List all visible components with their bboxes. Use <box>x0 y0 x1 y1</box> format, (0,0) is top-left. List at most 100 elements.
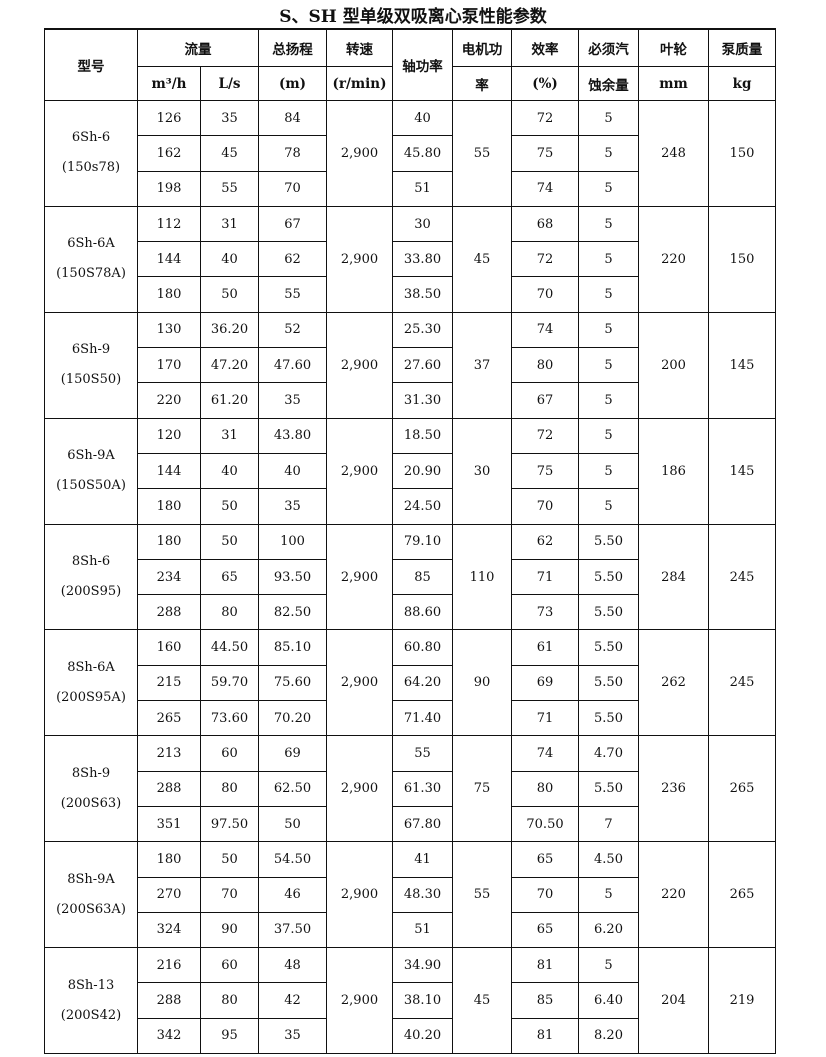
head-cell: 84 <box>258 99 327 137</box>
table-row: 6Sh-6A (150S78A) 112 31 67 2,900 30 45 68 5 220 150 <box>44 205 776 313</box>
shaft-power-cell: 20.90 <box>392 452 453 490</box>
npsh-cell: 5 <box>578 241 639 278</box>
flow-ls-cell: 61.20 <box>200 382 259 419</box>
motor-power-cell: 37 <box>452 311 512 419</box>
efficiency-cell: 80 <box>511 347 579 384</box>
flow-ls-cell: 95 <box>200 1017 259 1055</box>
model-name: 6Sh-9A <box>67 448 115 464</box>
npsh-cell: 5 <box>578 135 639 172</box>
model-name: 8Sh-13 <box>67 977 115 993</box>
table-row: 288 80 82.50 88.60 73 5.50 <box>45 594 776 631</box>
npsh-cell: 5 <box>578 99 639 137</box>
head-cell: 46 <box>258 876 327 913</box>
table-row: 162 45 78 45.80 75 5 <box>45 135 776 172</box>
motor-power-cell: 30 <box>452 417 512 525</box>
flow-m3h-cell: 216 <box>137 947 201 984</box>
efficiency-cell: 70 <box>511 276 579 313</box>
shaft-power-cell: 67.80 <box>392 805 453 843</box>
head-cell: 69 <box>258 735 327 772</box>
impeller-cell: 284 <box>638 523 709 631</box>
speed-cell: 2,900 <box>326 841 393 949</box>
head-cell: 40 <box>258 452 327 490</box>
speed-cell: 2,900 <box>326 523 393 631</box>
table-row: 234 65 93.50 85 71 5.50 <box>45 558 776 596</box>
shaft-power-cell: 24.50 <box>392 488 453 525</box>
table-row: 8Sh-9 (200S63) 213 60 69 2,900 55 75 74 4.70 236 26… <box>44 735 776 843</box>
model-alt-name: (200S63A) <box>56 901 126 917</box>
efficiency-cell: 74 <box>511 170 579 207</box>
model-alt-name: (150S78A) <box>56 266 126 282</box>
shaft-power-cell: 40 <box>392 99 453 137</box>
header-efficiency: 效率 <box>511 28 579 67</box>
pump-performance-table: 型号 流量 总扬程 转速 轴功率 电机功 效率 必须汽 叶轮 泵质量 m³/h … <box>44 28 776 1055</box>
efficiency-cell: 81 <box>511 1017 579 1055</box>
shaft-power-cell: 38.10 <box>392 982 453 1019</box>
npsh-cell: 5 <box>578 311 639 349</box>
npsh-cell: 5 <box>578 417 639 454</box>
model-name: 8Sh-6 <box>71 554 111 569</box>
flow-m3h-cell: 180 <box>137 841 201 878</box>
flow-ls-cell: 60 <box>200 947 259 984</box>
head-cell: 35 <box>258 382 327 419</box>
impeller-cell: 248 <box>638 100 709 207</box>
flow-ls-cell: 50 <box>200 488 259 525</box>
shaft-power-cell: 25.30 <box>392 311 453 349</box>
table-row: 8Sh-6A (200S95A) 160 44.50 85.10 2,900 60.80 90… <box>44 629 776 737</box>
motor-power-cell: 90 <box>452 629 512 737</box>
impeller-cell: 236 <box>638 735 709 843</box>
table-row: 324 90 37.50 51 65 6.20 <box>45 911 776 949</box>
npsh-cell: 4.50 <box>578 841 639 878</box>
npsh-cell: 5.50 <box>578 700 639 737</box>
mass-cell: 245 <box>708 629 776 737</box>
flow-m3h-cell: 144 <box>137 241 201 278</box>
flow-ls-cell: 55 <box>200 170 259 207</box>
mass-cell: 219 <box>708 947 776 1055</box>
flow-ls-cell: 90 <box>200 911 259 949</box>
impeller-cell: 220 <box>638 841 709 949</box>
npsh-cell: 5 <box>578 947 639 984</box>
speed-cell: 2,900 <box>326 735 393 843</box>
efficiency-cell: 74 <box>511 735 579 772</box>
npsh-cell: 5 <box>578 170 639 207</box>
efficiency-cell: 61 <box>511 629 579 666</box>
flow-ls-cell: 97.50 <box>200 805 259 843</box>
mass-cell: 245 <box>708 523 776 631</box>
flow-m3h-cell: 170 <box>137 347 201 384</box>
shaft-power-cell: 61.30 <box>392 770 453 807</box>
flow-m3h-cell: 180 <box>137 276 201 313</box>
flow-ls-cell: 50 <box>200 841 259 878</box>
header-efficiency-unit: (%) <box>511 66 579 101</box>
header-npsh-2: 蚀余量 <box>578 66 639 101</box>
model-alt-name: (200S42) <box>60 1007 122 1023</box>
flow-m3h-cell: 198 <box>137 170 201 207</box>
model-cell: 8Sh-9 (200S63) <box>44 735 138 843</box>
efficiency-cell: 69 <box>511 664 579 702</box>
efficiency-cell: 65 <box>511 911 579 949</box>
model-cell: 6Sh-6 (150s78) <box>44 100 138 207</box>
head-cell: 100 <box>258 523 327 560</box>
shaft-power-cell: 41 <box>392 841 453 878</box>
mass-cell: 145 <box>708 311 776 419</box>
flow-m3h-cell: 288 <box>137 594 201 631</box>
shaft-power-cell: 30 <box>392 205 453 243</box>
head-cell: 47.60 <box>258 347 327 384</box>
shaft-power-cell: 64.20 <box>392 664 453 702</box>
efficiency-cell: 72 <box>511 99 579 137</box>
flow-ls-cell: 47.20 <box>200 347 259 384</box>
flow-m3h-cell: 130 <box>137 311 201 349</box>
efficiency-cell: 81 <box>511 947 579 984</box>
model-alt-name: (150S50) <box>60 372 122 388</box>
head-cell: 62 <box>258 241 327 278</box>
motor-power-cell: 75 <box>452 735 512 843</box>
model-name: 8Sh-9A <box>67 871 115 887</box>
flow-m3h-cell: 215 <box>137 664 201 702</box>
efficiency-cell: 70 <box>511 876 579 913</box>
shaft-power-cell: 79.10 <box>392 523 453 560</box>
head-cell: 70 <box>258 170 327 207</box>
table-row: 288 80 62.50 61.30 80 5.50 <box>45 770 776 807</box>
npsh-cell: 5 <box>578 452 639 490</box>
efficiency-cell: 71 <box>511 558 579 596</box>
header-npsh: 必须汽 <box>578 28 639 67</box>
model-cell: 8Sh-6A (200S95A) <box>44 629 138 737</box>
npsh-cell: 5 <box>578 205 639 243</box>
